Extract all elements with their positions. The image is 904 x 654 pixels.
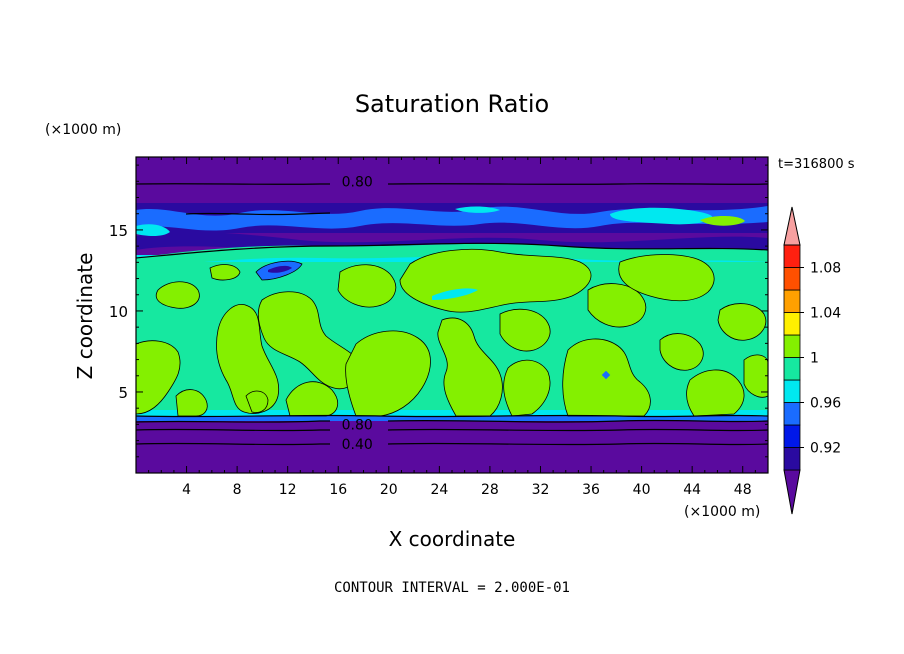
colorbar-label: 1.08 [810,261,841,277]
colorbar-bin [783,312,801,336]
contour-label: 0.40 [342,437,373,453]
contour-label: 0.80 [342,174,373,190]
band-cyan-lower [136,410,768,418]
colorbar-bin [783,334,801,358]
colorbar-bin [783,379,801,403]
x-tick-label: 36 [582,482,600,498]
dry-pocket-core [268,265,292,273]
upper-green-patch [700,215,745,226]
y-tick-label: 15 [109,222,128,240]
x-unit-label: (×1000 m) [684,504,760,520]
x-tick-label: 48 [734,482,752,498]
colorbar-bin [783,424,801,448]
x-tick-label: 8 [233,482,242,498]
upper-blue-streak [136,206,768,231]
colorbar-bin [783,357,801,381]
x-axis-label: X coordinate [389,527,516,551]
y-tick-label: 5 [118,384,128,402]
y-axis-ticks: 5 10 15 [109,164,768,458]
time-label: t=316800 s [778,157,855,172]
x-axis-ticks: 4 8 12 16 20 24 28 32 36 40 44 48 [148,157,756,498]
x-tick-label: 32 [532,482,550,498]
upper-left-cyan [136,224,170,236]
colorbar: 1.08 1.04 1 0.96 0.92 [783,206,841,515]
supersaturated-regions [136,248,768,417]
y-tick-label: 10 [109,303,128,321]
contour-label: 0.80 [342,417,373,433]
colorbar-bin [783,244,801,268]
x-tick-label: 4 [182,482,191,498]
x-tick-label: 24 [430,482,448,498]
colorbar-high-cap [783,206,801,246]
upper-cyan-patch-2 [455,206,500,213]
contour-lines [136,183,768,446]
colorbar-bin [783,289,801,313]
x-tick-label: 40 [633,482,651,498]
band-top-0.92 [136,157,768,185]
contour-label-group: 0.80 0.80 0.40 [342,174,373,453]
x-tick-label: 44 [683,482,701,498]
colorbar-label: 0.92 [810,441,841,457]
chart-title: Saturation Ratio [355,90,549,118]
cyan-streak-mid [432,288,478,300]
contour-interval-footer: CONTOUR INTERVAL = 2.000E-01 [334,580,570,596]
y-unit-label: (×1000 m) [45,122,121,138]
colorbar-label: 0.96 [810,396,841,412]
band-blue-lower [136,416,768,422]
x-tick-label: 12 [279,482,297,498]
band-upper-dark [136,185,768,203]
contour-field [136,157,768,473]
colorbar-low-cap [783,469,801,515]
x-tick-label: 16 [329,482,347,498]
colorbar-bin [783,267,801,291]
colorbar-bin [783,447,801,471]
colorbar-label: 1 [810,351,819,367]
colorbar-bin [783,402,801,426]
colorbar-label: 1.04 [810,306,841,322]
y-axis-label: Z coordinate [73,253,97,380]
small-dry-spot [601,370,611,380]
x-tick-label: 20 [380,482,398,498]
band-bottom-0.92 [136,421,768,473]
upper-cyan-patch [610,207,713,225]
x-tick-label: 28 [481,482,499,498]
